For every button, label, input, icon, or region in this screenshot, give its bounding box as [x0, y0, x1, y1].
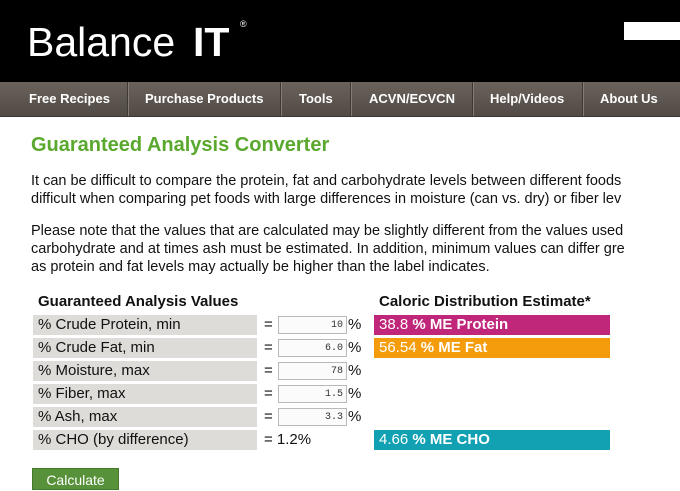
main-nav: Free Recipes Purchase Products Tools ACV… [0, 82, 680, 117]
equals-sign: = [264, 339, 273, 356]
equals-sign: = [264, 408, 273, 425]
me-protein-label: % ME Protein [412, 316, 509, 333]
equals-sign: = [264, 385, 273, 402]
nav-divider [127, 82, 128, 116]
percent-sign: % [348, 339, 362, 356]
me-fat-value: 56.54 [379, 339, 417, 356]
nav-about-us[interactable]: About Us [600, 91, 658, 106]
row-label-ash: % Ash, max [33, 407, 257, 427]
moisture-input[interactable] [278, 362, 347, 380]
row-label-fiber: % Fiber, max [33, 384, 257, 404]
page-title: Guaranteed Analysis Converter [31, 134, 330, 156]
site-header: Balance IT ® [0, 0, 680, 82]
protein-input[interactable] [278, 316, 347, 334]
me-cho-label: % ME CHO [412, 431, 490, 448]
nav-divider [350, 82, 351, 116]
cho-value: = 1.2% [264, 431, 312, 448]
nav-divider [582, 82, 583, 116]
nav-divider [472, 82, 473, 116]
logo-word: Balance [27, 19, 176, 65]
row-label-fat: % Crude Fat, min [33, 338, 257, 358]
row-label-cho: % CHO (by difference) [33, 430, 257, 450]
percent-sign: % [348, 408, 362, 425]
nav-help-videos[interactable]: Help/Videos [490, 91, 565, 106]
logo-strong: IT [193, 19, 230, 65]
calculate-button[interactable]: Calculate [32, 468, 119, 490]
intro-line-1: It can be difficult to compare the prote… [31, 173, 622, 189]
registered-mark: ® [240, 19, 247, 29]
me-fat-bar: 56.54 % ME Fat [374, 338, 610, 358]
fiber-input[interactable] [278, 385, 347, 403]
nav-acvn-ecvcn[interactable]: ACVN/ECVCN [369, 91, 455, 106]
percent-sign: % [348, 316, 362, 333]
me-fat-label: % ME Fat [420, 339, 488, 356]
me-protein-bar: 38.8 % ME Protein [374, 315, 610, 335]
me-cho-value: 4.66 [379, 431, 409, 448]
me-protein-value: 38.8 [379, 316, 409, 333]
nav-purchase-products[interactable]: Purchase Products [145, 91, 264, 106]
me-cho-bar: 4.66 % ME CHO [374, 430, 610, 450]
note-line-2: carbohydrate and at times ash must be es… [31, 241, 625, 257]
header-search-box[interactable] [624, 22, 680, 40]
nav-tools[interactable]: Tools [299, 91, 333, 106]
row-label-protein: % Crude Protein, min [33, 315, 257, 335]
analysis-heading: Guaranteed Analysis Values [38, 293, 239, 310]
note-line-1: Please note that the values that are cal… [31, 223, 624, 239]
caloric-heading: Caloric Distribution Estimate* [379, 293, 591, 310]
row-label-moisture: % Moisture, max [33, 361, 257, 381]
nav-divider [280, 82, 281, 116]
fat-input[interactable] [278, 339, 347, 357]
note-line-3: as protein and fat levels may actually b… [31, 259, 490, 275]
nav-free-recipes[interactable]: Free Recipes [29, 91, 110, 106]
intro-line-2: difficult when comparing pet foods with … [31, 191, 622, 207]
equals-sign: = [264, 316, 273, 333]
percent-sign: % [348, 385, 362, 402]
equals-sign: = [264, 362, 273, 379]
ash-input[interactable] [278, 408, 347, 426]
percent-sign: % [348, 362, 362, 379]
